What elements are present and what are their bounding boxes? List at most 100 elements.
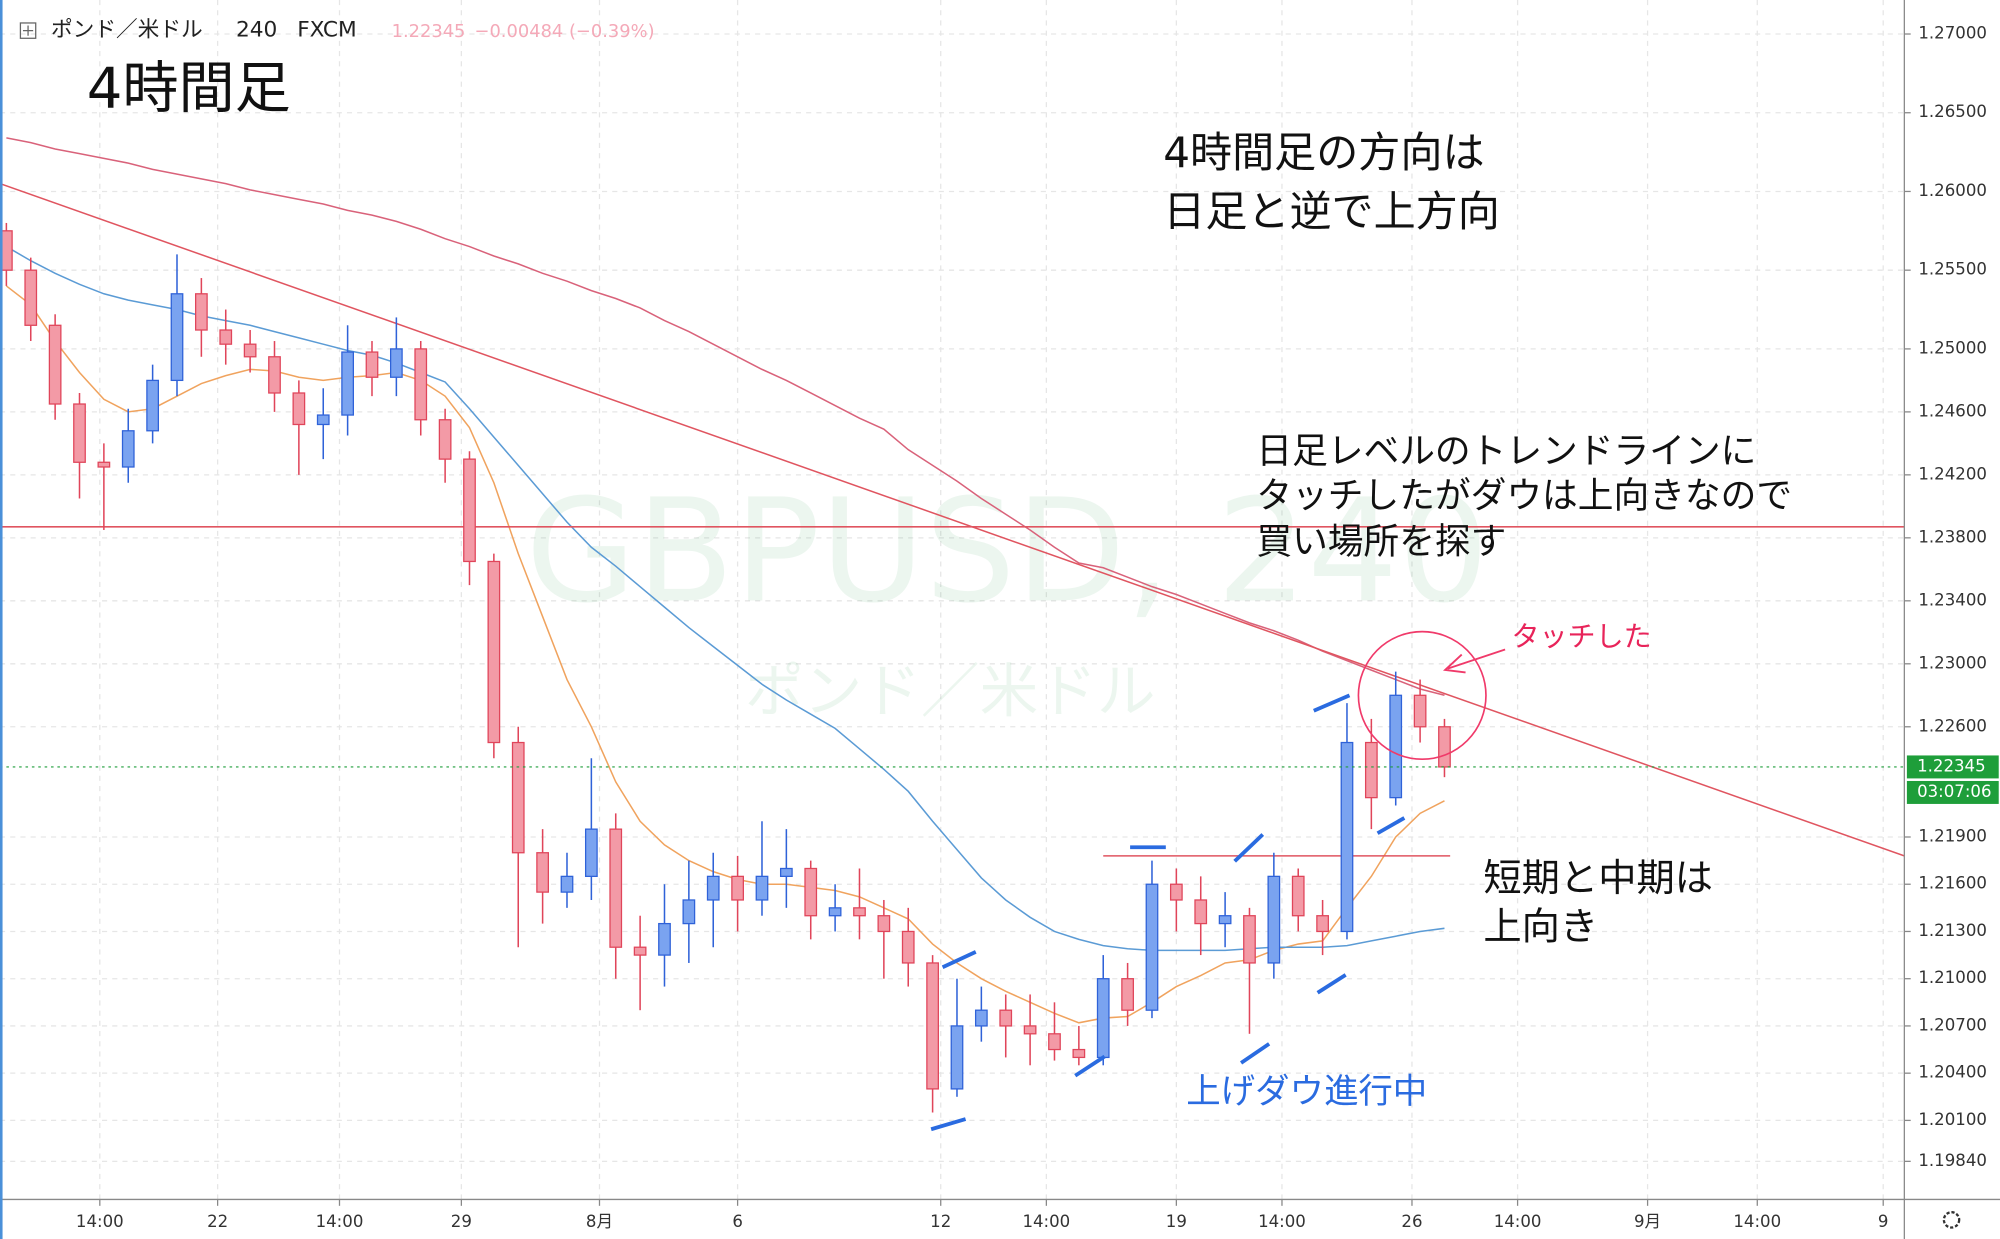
candle	[292, 380, 306, 475]
collapse-icon[interactable]	[19, 22, 37, 39]
candle	[511, 726, 525, 948]
header-price: 1.22345	[392, 21, 466, 42]
x-tick-label: 29	[451, 1212, 472, 1231]
watermark-name: ポンド／米ドル	[745, 658, 1156, 726]
dow-marks	[930, 693, 1406, 1132]
candle-body	[999, 1009, 1013, 1027]
moving-average	[5, 245, 1445, 952]
candle	[560, 852, 574, 908]
y-tick-label: 1.24200	[1918, 464, 1987, 483]
plot	[0, 137, 1905, 1113]
candle	[1389, 671, 1403, 806]
candle-body	[609, 828, 623, 948]
y-tick-label: 1.20700	[1918, 1015, 1987, 1034]
candle-body	[1316, 915, 1329, 933]
annotation-text: 日足と逆で上方向	[1163, 187, 1500, 236]
moving-average	[6, 137, 1445, 697]
candle-body	[1340, 741, 1354, 933]
candle-body	[97, 461, 111, 468]
annotation-text: 4時間足の方向は	[1163, 128, 1484, 177]
annotation-title: 4時間足	[87, 56, 291, 121]
candle	[1243, 907, 1256, 1034]
price-tag-label: 1.22345	[1917, 756, 1986, 775]
candle-body	[828, 907, 842, 917]
candle-body	[853, 907, 866, 917]
countdown-label: 03:07:06	[1917, 782, 1991, 801]
y-tick-label: 1.19840	[1918, 1151, 1987, 1170]
y-tick-label: 1.27000	[1918, 24, 1987, 43]
candle	[1438, 718, 1451, 778]
dow-mark	[1316, 973, 1347, 995]
candle-body	[560, 875, 574, 893]
candle-body	[584, 828, 598, 877]
candle	[268, 341, 281, 412]
candle	[1413, 679, 1427, 743]
y-tick-label: 1.24600	[1918, 401, 1987, 420]
candle	[341, 325, 354, 436]
x-tick-label: 14:00	[1022, 1212, 1070, 1231]
y-tick-label: 1.21000	[1918, 968, 1987, 987]
y-tick-label: 1.21900	[1918, 826, 1987, 845]
x-tick-label: 14:00	[76, 1212, 124, 1231]
candle-body	[48, 324, 62, 405]
candle-body	[414, 348, 428, 421]
y-tick-label: 1.20400	[1918, 1063, 1987, 1082]
candle-body	[121, 430, 135, 468]
candle	[170, 254, 184, 397]
candle-body	[389, 348, 403, 378]
source: FXCM	[297, 18, 357, 43]
touch-circle	[1357, 630, 1487, 761]
candle-body	[1072, 1048, 1086, 1059]
candle-body	[1169, 883, 1183, 901]
candle	[219, 309, 233, 365]
y-tick-label: 1.23000	[1918, 653, 1987, 672]
dow-mark	[1239, 1042, 1271, 1065]
candle	[1218, 892, 1232, 948]
candle	[1145, 860, 1159, 1019]
candle	[146, 364, 160, 444]
candle	[316, 388, 330, 460]
y-tick-label: 1.21600	[1918, 874, 1987, 893]
candle-body	[682, 899, 696, 925]
candle-body	[1243, 915, 1256, 964]
candle-body	[1413, 694, 1427, 728]
candle	[536, 829, 549, 924]
candle	[974, 986, 988, 1042]
candle-body	[341, 351, 354, 416]
candle	[48, 314, 62, 420]
candle-body	[877, 915, 891, 933]
candle-body	[536, 852, 549, 893]
candle-body	[438, 419, 452, 460]
candle	[1316, 899, 1329, 956]
dow-mark	[1376, 816, 1406, 835]
candle-body	[1194, 899, 1208, 925]
settings-icon[interactable]	[1942, 1211, 1961, 1229]
touch-arrow	[1447, 648, 1506, 670]
x-tick-label: 14:00	[316, 1212, 364, 1231]
candle-body	[633, 946, 647, 956]
y-tick-label: 1.23400	[1918, 590, 1987, 609]
candle-body	[731, 875, 744, 901]
candle	[950, 978, 964, 1097]
dow-mark	[1074, 1054, 1106, 1078]
candle	[853, 868, 866, 940]
candle	[1169, 868, 1183, 932]
candle	[658, 884, 671, 987]
candle-body	[24, 269, 38, 326]
annotation-text: 買い場所を探す	[1256, 522, 1506, 563]
candle-body	[487, 560, 501, 744]
x-tick-label: 14:00	[1733, 1212, 1781, 1231]
x-tick-label: 22	[207, 1212, 228, 1231]
candle-body	[1023, 1025, 1037, 1035]
candle-body	[804, 867, 818, 917]
candle	[1072, 1025, 1086, 1066]
candle-body	[1267, 875, 1281, 964]
candle	[731, 855, 744, 932]
candle	[828, 884, 842, 932]
x-tick-label: 8月	[586, 1212, 613, 1231]
candle-body	[170, 293, 184, 382]
x-tick-label: 19	[1166, 1212, 1187, 1231]
candle	[438, 408, 452, 483]
y-tick-label: 1.26000	[1918, 181, 1987, 200]
